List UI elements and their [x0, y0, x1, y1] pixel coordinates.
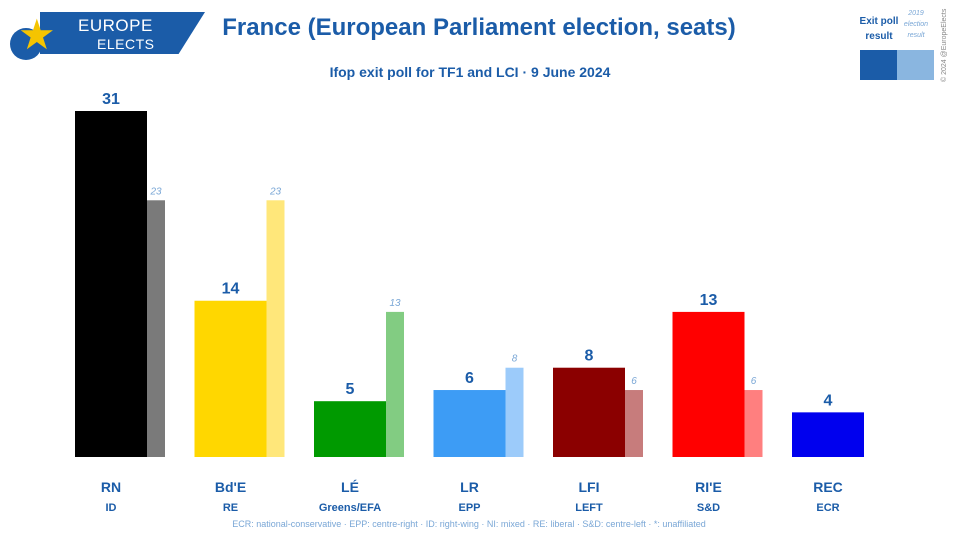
- legend-previous-label: 2019 election result: [903, 10, 929, 39]
- bar-current: [194, 300, 267, 457]
- group-label: EPP: [458, 502, 480, 514]
- data-label-current: 14: [222, 281, 240, 298]
- data-label-previous: 23: [149, 186, 162, 197]
- chart-title: France (European Parliament election, se…: [222, 14, 736, 41]
- bar-previous: [505, 367, 524, 457]
- group-label: RE: [223, 502, 238, 514]
- bar-previous: [147, 200, 165, 457]
- star-icon: ★: [18, 11, 56, 58]
- data-label-current: 8: [585, 348, 594, 365]
- bar-current: [433, 390, 506, 457]
- category-label: LFI: [579, 479, 600, 495]
- legend-current-label: Exit poll result: [859, 16, 899, 42]
- legend-previous-swatch: [897, 50, 934, 80]
- group-label: ECR: [816, 502, 839, 514]
- category-label: RI'E: [695, 479, 722, 495]
- data-label-previous: 6: [751, 376, 757, 387]
- data-label-previous: 23: [269, 186, 282, 197]
- category-label: Bd'E: [215, 479, 246, 495]
- europe-elects-logo: ★ EUROPE ELECTS: [0, 10, 205, 60]
- legend: Exit poll result 2019 election result: [852, 8, 934, 84]
- bar-current: [792, 412, 864, 457]
- bar-previous: [625, 390, 643, 457]
- bar-current: [314, 401, 386, 457]
- logo-text-elects: ELECTS: [97, 36, 155, 52]
- bar-current: [553, 367, 625, 457]
- data-label-previous: 6: [631, 376, 637, 387]
- bar-current: [75, 111, 147, 457]
- category-label: LR: [460, 479, 479, 495]
- logo-band: [40, 12, 205, 54]
- group-label: Greens/EFA: [319, 502, 381, 514]
- chart-subtitle: Ifop exit poll for TF1 and LCI · 9 June …: [329, 64, 611, 80]
- group-label: ID: [106, 502, 117, 514]
- data-label-current: 13: [700, 292, 718, 309]
- bar-previous: [266, 200, 285, 457]
- category-label: REC: [813, 479, 843, 495]
- bar-previous: [744, 390, 763, 457]
- footnote: ECR: national-conservative · EPP: centre…: [232, 519, 706, 529]
- category-label: LÉ: [341, 479, 359, 495]
- data-label-current: 4: [824, 392, 833, 409]
- data-label-current: 5: [346, 381, 355, 398]
- data-label-current: 31: [102, 91, 120, 108]
- category-label: RN: [101, 479, 121, 495]
- data-label-previous: 8: [512, 354, 518, 365]
- logo-text-europe: EUROPE: [78, 16, 153, 35]
- bar-current: [672, 311, 745, 457]
- group-label: LEFT: [575, 502, 603, 514]
- data-label-current: 6: [465, 370, 474, 387]
- group-label: S&D: [697, 502, 720, 514]
- bar-previous: [386, 311, 404, 457]
- data-label-previous: 13: [389, 298, 401, 309]
- globe-icon: [10, 28, 42, 60]
- legend-current-swatch: [860, 50, 897, 80]
